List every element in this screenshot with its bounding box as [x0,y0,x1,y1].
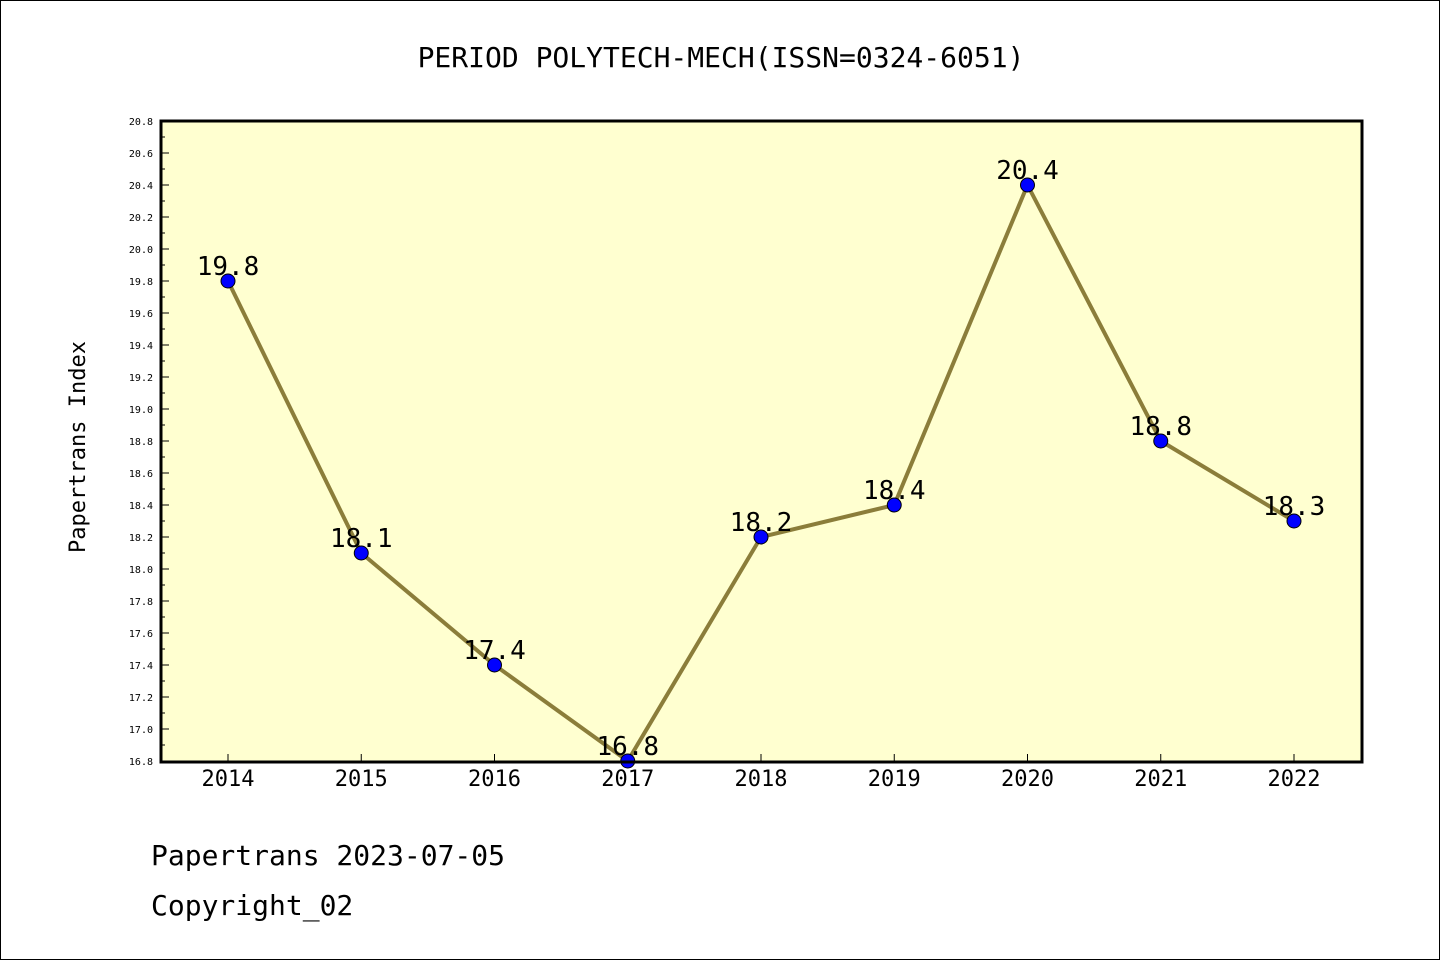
data-label: 18.3 [1263,492,1326,522]
y-tick-label: 19.0 [129,405,153,416]
y-tick-label: 17.0 [129,725,153,736]
x-tick-label: 2021 [1134,767,1187,792]
x-tick-label: 2016 [468,767,521,792]
y-tick-label: 20.0 [129,245,153,256]
data-point [220,273,236,289]
y-tick-label: 18.6 [129,469,153,480]
y-tick-label: 18.8 [129,437,153,448]
y-tick-label: 17.6 [129,629,153,640]
data-label: 19.8 [197,252,260,282]
y-tick-label: 20.2 [129,213,153,224]
data-labels: 19.8 18.1 17.4 16.8 18.2 18.4 20.4 18.8 18.3 [197,156,1326,762]
footer-copyright: Copyright_02 [151,889,353,923]
y-tick-label: 20.4 [129,181,153,192]
x-axis: 2014 2015 2016 2017 2018 2019 2020 2021 2022 [202,754,1321,792]
data-point [1286,513,1302,529]
data-point [886,497,902,513]
y-tick-label: 19.6 [129,309,153,320]
y-tick-label: 18.4 [129,501,153,512]
y-tick-label: 17.8 [129,597,153,608]
y-axis-label: Papertrans Index [66,341,91,553]
plot-border [159,119,1364,764]
data-point [1020,177,1035,193]
data-point [1153,433,1169,449]
data-point [353,545,369,561]
x-tick-label: 2017 [601,767,654,792]
data-label: 16.8 [596,732,659,762]
x-tick-label: 2022 [1268,767,1321,792]
chart-title: PERIOD POLYTECH-MECH(ISSN=0324-6051) [418,41,1025,74]
data-label: 18.1 [330,524,393,554]
y-tick-label: 19.8 [129,277,153,288]
x-tick-label: 2020 [1001,767,1054,792]
y-tick-label: 16.8 [129,757,153,768]
x-tick-label: 2015 [335,767,388,792]
data-label: 18.4 [863,476,926,506]
footer-date: Papertrans 2023-07-05 [151,839,505,872]
y-tick-label: 17.4 [129,661,153,672]
data-point [487,657,502,673]
x-tick-label: 2014 [202,767,255,792]
x-tick-label: 2018 [735,767,788,792]
data-label: 17.4 [463,636,526,666]
x-tick-label: 2019 [868,767,921,792]
y-tick-label: 17.2 [129,693,153,704]
y-tick-label: 19.4 [129,341,153,352]
data-label: 20.4 [996,156,1059,186]
y-tick-label: 20.6 [129,149,153,160]
y-tick-label: 18.2 [129,533,153,544]
series-layer [220,177,1302,769]
data-point [753,529,769,545]
data-label: 18.8 [1129,412,1192,442]
y-tick-label: 20.8 [129,117,153,128]
y-tick-label: 19.2 [129,373,153,384]
data-label: 18.2 [730,508,793,538]
y-tick-label: 18.0 [129,565,153,576]
